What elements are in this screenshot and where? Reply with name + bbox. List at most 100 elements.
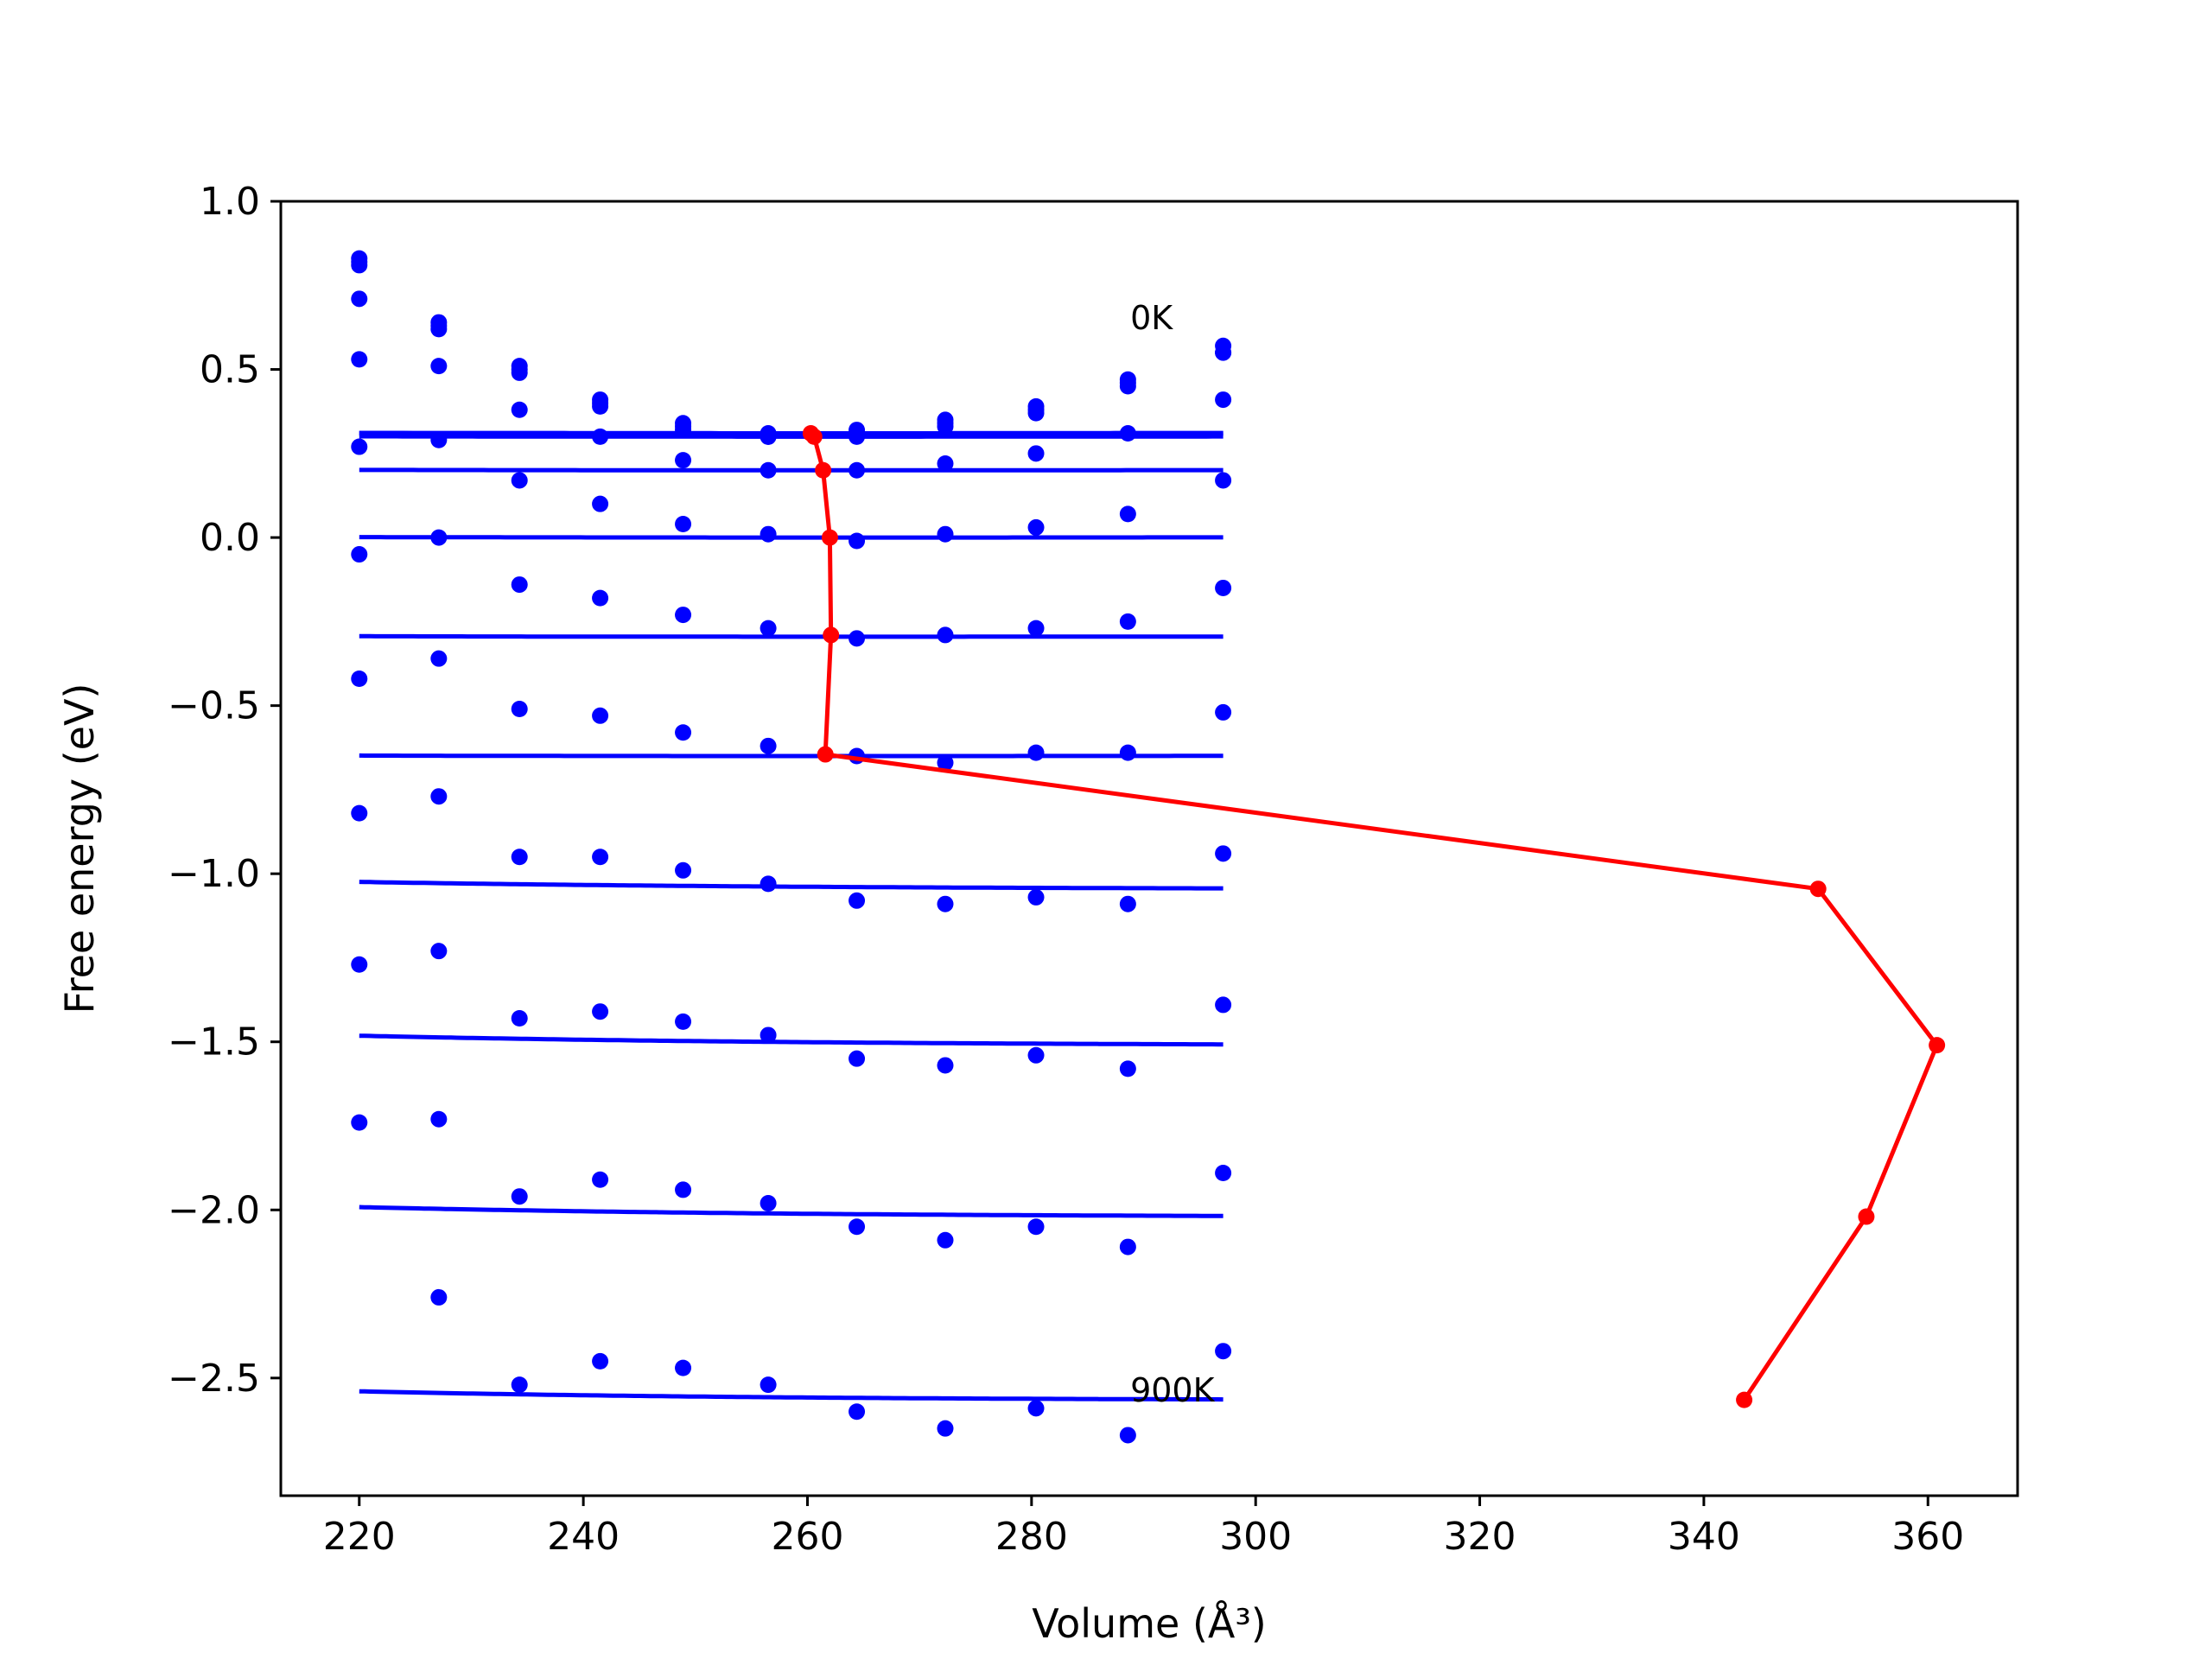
- fit-lines: [359, 430, 1224, 1402]
- fit-line-9: [359, 1033, 1224, 1047]
- minimum-path-point-7: [1809, 880, 1827, 898]
- data-point-s4-1: [351, 290, 368, 308]
- data-point-s3-6: [760, 428, 777, 445]
- data-point-s9-11: [1215, 996, 1232, 1014]
- data-point-s7-9: [1027, 744, 1045, 761]
- data-point-s11-11: [1215, 1343, 1232, 1360]
- data-point-s10-9: [1027, 1218, 1045, 1236]
- data-point-s4-8: [937, 454, 954, 472]
- data-point-s7-6: [760, 737, 777, 754]
- data-point-s4-11: [1215, 391, 1232, 409]
- data-point-s11-4: [592, 1352, 609, 1370]
- y-tick-label: −1.5: [168, 1020, 260, 1065]
- y-tick-label: 0.0: [200, 516, 260, 560]
- data-point-s9-3: [511, 1009, 528, 1027]
- data-point-s8-10: [1119, 895, 1136, 912]
- data-point-s3-3: [511, 364, 528, 381]
- y-tick-label: −2.0: [168, 1188, 260, 1232]
- data-point-s8-9: [1027, 888, 1045, 906]
- y-tick-label: −2.5: [168, 1357, 260, 1401]
- fit-line-8: [359, 880, 1224, 891]
- data-point-s11-6: [760, 1376, 777, 1394]
- data-point-s8-4: [592, 849, 609, 866]
- x-tick-label: 240: [547, 1515, 620, 1559]
- data-point-s6-4: [592, 589, 609, 607]
- data-point-s10-8: [937, 1231, 954, 1249]
- data-point-s11-3: [511, 1376, 528, 1394]
- data-point-s8-7: [849, 892, 866, 909]
- data-point-s9-10: [1119, 1060, 1136, 1077]
- data-point-s6-2: [430, 529, 448, 546]
- data-point-s4-7: [849, 461, 866, 479]
- data-point-s8-1: [351, 671, 368, 688]
- x-axis: 220 240 260 280 300 320 340 360: [323, 1496, 1964, 1559]
- data-point-s4-5: [675, 452, 692, 469]
- data-point-s5-10: [1119, 505, 1136, 523]
- data-point-s7-11: [1215, 703, 1232, 721]
- data-point-s8-5: [675, 861, 692, 879]
- data-point-s7-1: [351, 546, 368, 563]
- annotation-2: 900K: [1130, 1371, 1216, 1409]
- x-tick-label: 320: [1444, 1515, 1516, 1559]
- data-point-s11-1: [351, 1114, 368, 1131]
- data-point-s10-10: [1119, 1238, 1136, 1255]
- minimum-path-point-3: [815, 461, 832, 479]
- data-point-s11-7: [849, 1403, 866, 1421]
- minimum-path-point-5: [823, 626, 840, 644]
- x-axis-label: Volume (Å³): [1032, 1600, 1267, 1647]
- data-point-s6-3: [511, 576, 528, 594]
- data-point-s5-9: [1027, 518, 1045, 536]
- data-point-s9-1: [351, 804, 368, 822]
- data-point-s8-8: [937, 895, 954, 912]
- x-tick-label: 360: [1891, 1515, 1964, 1559]
- data-point-s5-6: [760, 525, 777, 543]
- data-point-s5-4: [592, 495, 609, 512]
- fit-line-5: [359, 535, 1224, 540]
- y-tick-label: −0.5: [168, 684, 260, 728]
- data-points: [351, 250, 1232, 1444]
- y-axis: 1.0 0.5 0.0 −0.5 −1.0 −1.5 −2.0 −2.5: [168, 180, 281, 1401]
- data-point-s10-11: [1215, 1164, 1232, 1181]
- data-point-s5-5: [675, 516, 692, 533]
- data-point-s4-3: [511, 401, 528, 418]
- data-point-s10-4: [592, 1171, 609, 1188]
- data-point-s3-7: [849, 428, 866, 445]
- data-point-s9-6: [760, 1027, 777, 1044]
- data-point-s10-3: [511, 1188, 528, 1205]
- data-point-s8-3: [511, 849, 528, 866]
- data-point-s3-9: [1027, 404, 1045, 422]
- x-tick-label: 220: [323, 1515, 396, 1559]
- data-point-s4-6: [760, 461, 777, 479]
- data-point-s4-2: [430, 358, 448, 375]
- x-tick-label: 260: [771, 1515, 843, 1559]
- data-point-s9-8: [937, 1057, 954, 1074]
- plot-frame: [279, 200, 2019, 1497]
- data-point-s7-4: [592, 707, 609, 724]
- data-point-s3-8: [937, 418, 954, 435]
- annotations: 0K 900K: [1130, 299, 1216, 1409]
- data-point-s10-6: [760, 1194, 777, 1211]
- data-point-s3-1: [351, 257, 368, 274]
- data-point-s6-10: [1119, 613, 1136, 630]
- data-point-s9-7: [849, 1050, 866, 1067]
- data-point-s11-2: [430, 1288, 448, 1306]
- data-point-s3-5: [675, 422, 692, 439]
- data-point-s5-2: [430, 431, 448, 448]
- minimum-path-point-8: [1929, 1037, 1946, 1054]
- annotation-1: 0K: [1130, 299, 1173, 337]
- data-point-s5-11: [1215, 472, 1232, 489]
- x-tick-label: 280: [995, 1515, 1068, 1559]
- data-point-s11-5: [675, 1359, 692, 1376]
- data-point-s8-11: [1215, 845, 1232, 862]
- data-point-s6-6: [760, 620, 777, 637]
- x-tick-label: 340: [1668, 1515, 1740, 1559]
- data-point-s3-4: [592, 397, 609, 415]
- minimum-path-point-4: [821, 529, 838, 546]
- data-point-s7-3: [511, 701, 528, 718]
- minimum-path-point-9: [1858, 1208, 1875, 1225]
- fit-line-7: [359, 753, 1224, 759]
- data-point-s4-9: [1027, 445, 1045, 462]
- data-point-s9-9: [1027, 1046, 1045, 1064]
- data-point-s5-1: [351, 351, 368, 368]
